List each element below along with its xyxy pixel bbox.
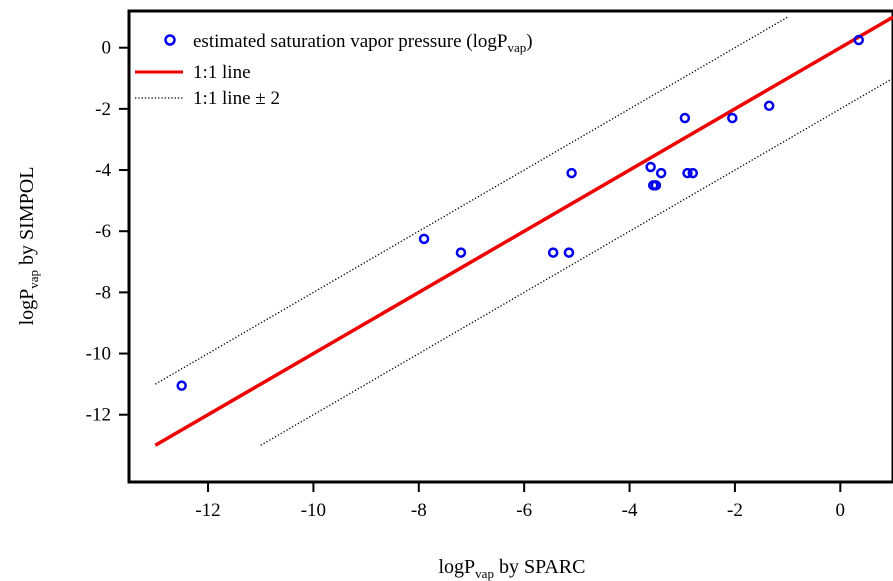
data-point xyxy=(650,180,662,191)
data-point xyxy=(687,167,699,179)
x-tick-label: -8 xyxy=(411,500,427,521)
data-point xyxy=(727,112,738,124)
plot-frame xyxy=(127,9,893,484)
y-tick-label: -4 xyxy=(95,160,111,181)
legend-line-label: 1:1 line xyxy=(193,62,251,83)
data-point xyxy=(679,112,691,124)
x-tick-label: -2 xyxy=(727,500,743,521)
legend: estimated saturation vapor pressure (log… xyxy=(135,31,533,109)
legend-band-label: 1:1 line ± 2 xyxy=(193,88,280,109)
points-layer xyxy=(176,34,865,391)
y-tick-label: -12 xyxy=(86,405,111,426)
x-tick-label: -10 xyxy=(301,500,326,521)
y-tick-label: -8 xyxy=(95,282,111,303)
y-axis-label: logPvap by SIMPOL xyxy=(16,167,41,326)
x-tick-label: -4 xyxy=(622,500,638,521)
x-tick-label: -6 xyxy=(516,500,532,521)
legend-point-marker xyxy=(164,34,176,46)
data-point xyxy=(763,100,775,112)
data-point xyxy=(645,161,656,173)
y-axis: 0 -2 -4 -6 -8 -10 -12 xyxy=(86,38,128,426)
y-tick-label: -6 xyxy=(95,221,111,242)
data-point xyxy=(853,34,865,46)
legend-points-label: estimated saturation vapor pressure (log… xyxy=(193,31,533,55)
data-point xyxy=(455,247,467,258)
y-tick-label: 0 xyxy=(102,38,112,59)
x-axis-label: logPvap by SPARC xyxy=(438,556,585,581)
data-point xyxy=(547,247,559,258)
y-tick-label: -2 xyxy=(95,99,111,120)
x-tick-label: -12 xyxy=(195,500,220,521)
data-point xyxy=(682,167,693,179)
data-point xyxy=(563,247,575,258)
x-axis: -12 -10 -8 -6 -4 -2 0 xyxy=(195,483,846,521)
data-point xyxy=(566,167,577,179)
lines-layer xyxy=(154,15,893,447)
data-point xyxy=(176,380,187,391)
data-point xyxy=(418,233,430,245)
y-tick-label: -10 xyxy=(86,344,111,365)
x-tick-label: 0 xyxy=(836,500,846,521)
plus-minus-two-line xyxy=(260,77,893,446)
data-point xyxy=(655,167,667,179)
one-to-one-line xyxy=(154,15,893,447)
